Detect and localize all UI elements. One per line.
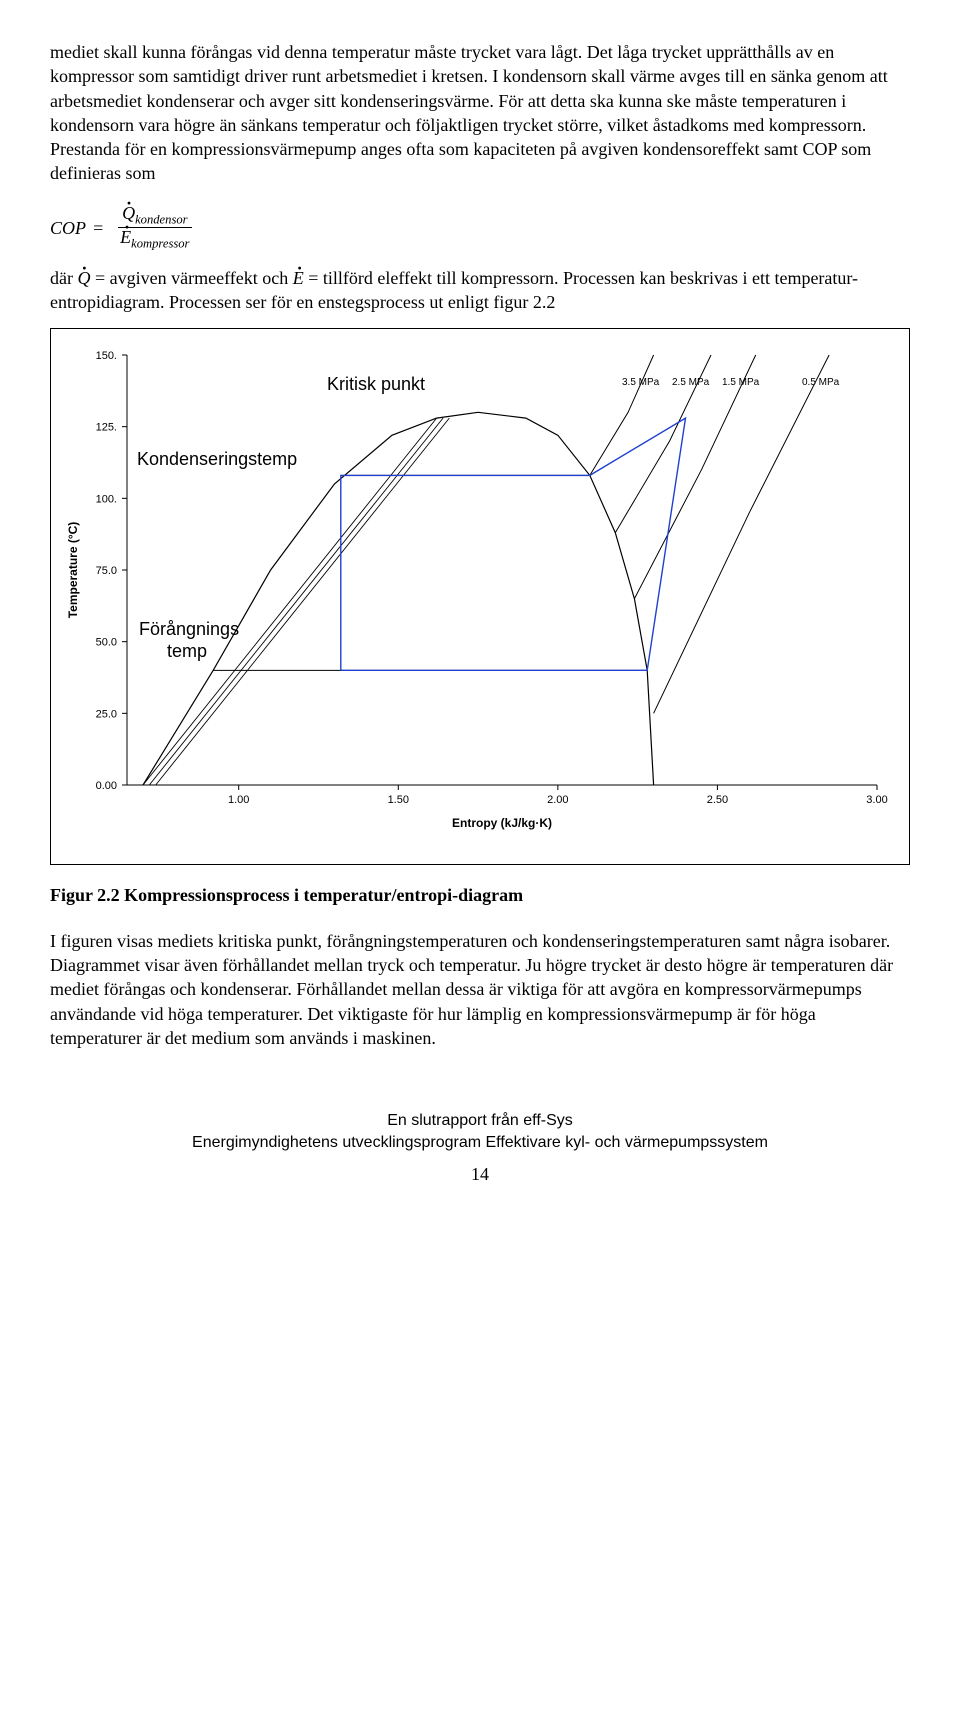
cop-formula: COP = Qkondensor Ekompressor xyxy=(50,204,910,252)
svg-text:Kritisk punkt: Kritisk punkt xyxy=(327,374,425,394)
svg-text:Temperature (°C): Temperature (°C) xyxy=(66,522,80,619)
svg-text:Kondenseringstemp: Kondenseringstemp xyxy=(137,449,297,469)
svg-text:150.: 150. xyxy=(96,350,117,362)
page-footer: En slutrapport från eff-Sys Energimyndig… xyxy=(50,1110,910,1153)
svg-text:Entropy (kJ/kg·K): Entropy (kJ/kg·K) xyxy=(452,816,552,830)
intro-paragraph: mediet skall kunna förångas vid denna te… xyxy=(50,40,910,186)
svg-text:2.5 MPa: 2.5 MPa xyxy=(672,377,710,388)
definition-paragraph: där Q = avgiven värmeeffekt och E = till… xyxy=(50,266,910,315)
svg-text:100.: 100. xyxy=(96,494,117,506)
svg-text:1.50: 1.50 xyxy=(388,794,409,806)
svg-text:0.00: 0.00 xyxy=(96,780,117,792)
svg-text:1.5 MPa: 1.5 MPa xyxy=(722,377,760,388)
svg-text:1.00: 1.00 xyxy=(228,794,249,806)
svg-text:125.: 125. xyxy=(96,422,117,434)
explanation-paragraph: I figuren visas mediets kritiska punkt, … xyxy=(50,929,910,1050)
svg-text:50.0: 50.0 xyxy=(96,637,117,649)
page-number: 14 xyxy=(50,1162,910,1186)
svg-text:3.00: 3.00 xyxy=(866,794,887,806)
ts-diagram: 0.00 25.0 50.0 75.0 100. 125. 150. 1.00 1.50 2.00… xyxy=(57,335,897,855)
svg-text:2.00: 2.00 xyxy=(547,794,568,806)
svg-text:temp: temp xyxy=(167,641,207,661)
ts-diagram-container: 0.00 25.0 50.0 75.0 100. 125. 150. 1.00 1.50 2.00… xyxy=(50,328,910,864)
svg-text:75.0: 75.0 xyxy=(96,565,117,577)
svg-text:Förångnings: Förångnings xyxy=(139,619,239,639)
svg-text:25.0: 25.0 xyxy=(96,709,117,721)
figure-caption: Figur 2.2 Kompressionsprocess i temperat… xyxy=(50,883,910,907)
svg-text:3.5 MPa: 3.5 MPa xyxy=(622,377,660,388)
svg-text:2.50: 2.50 xyxy=(707,794,728,806)
svg-text:0.5 MPa: 0.5 MPa xyxy=(802,377,840,388)
